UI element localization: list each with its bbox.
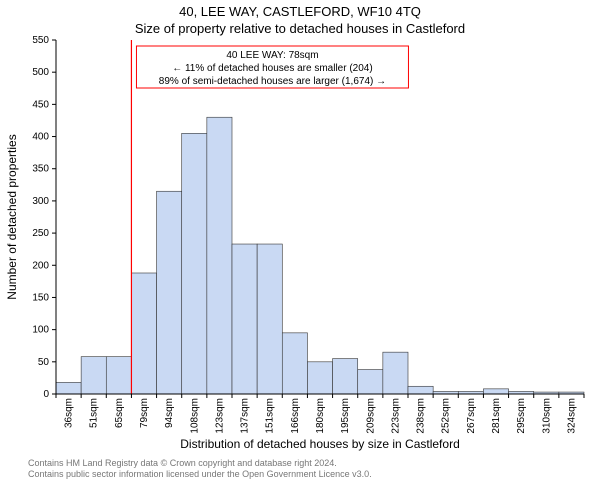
svg-text:200: 200 <box>32 260 49 271</box>
footnote-line-2: Contains public sector information licen… <box>28 469 590 480</box>
svg-text:310sqm: 310sqm <box>541 398 552 434</box>
svg-text:166sqm: 166sqm <box>290 398 301 434</box>
svg-text:123sqm: 123sqm <box>214 398 225 434</box>
svg-text:0: 0 <box>43 389 49 400</box>
svg-text:281sqm: 281sqm <box>491 398 502 434</box>
svg-text:36sqm: 36sqm <box>64 398 75 428</box>
svg-text:238sqm: 238sqm <box>416 398 427 434</box>
svg-text:151sqm: 151sqm <box>265 398 276 434</box>
svg-text:267sqm: 267sqm <box>466 398 477 434</box>
svg-text:40 LEE WAY: 78sqm: 40 LEE WAY: 78sqm <box>226 50 318 61</box>
svg-text:100: 100 <box>32 325 49 336</box>
svg-text:108sqm: 108sqm <box>189 398 200 434</box>
svg-text:450: 450 <box>32 99 49 110</box>
svg-text:500: 500 <box>32 67 49 78</box>
svg-text:350: 350 <box>32 164 49 175</box>
svg-text:180sqm: 180sqm <box>315 398 326 434</box>
svg-text:150: 150 <box>32 292 49 303</box>
page-subtitle: Size of property relative to detached ho… <box>0 21 600 36</box>
svg-text:89% of semi-detached houses ar: 89% of semi-detached houses are larger (… <box>159 76 386 87</box>
footnote-line-1: Contains HM Land Registry data © Crown c… <box>28 458 590 469</box>
svg-text:195sqm: 195sqm <box>340 398 351 434</box>
svg-text:Distribution of detached house: Distribution of detached houses by size … <box>180 437 460 451</box>
svg-text:295sqm: 295sqm <box>516 398 527 434</box>
svg-text:79sqm: 79sqm <box>139 398 150 428</box>
svg-text:300: 300 <box>32 196 49 207</box>
histogram-chart: 0 50 100 150 200 250 300 350 400 450 500 550 36sqm 51… <box>0 36 600 456</box>
svg-text:252sqm: 252sqm <box>441 398 452 434</box>
footnote: Contains HM Land Registry data © Crown c… <box>0 456 600 481</box>
svg-text:← 11% of detached houses are s: ← 11% of detached houses are smaller (20… <box>172 63 372 74</box>
svg-text:50: 50 <box>38 357 50 368</box>
svg-text:94sqm: 94sqm <box>164 398 175 428</box>
page-title: 40, LEE WAY, CASTLEFORD, WF10 4TQ <box>0 4 600 19</box>
svg-text:400: 400 <box>32 132 49 143</box>
svg-text:51sqm: 51sqm <box>89 398 100 428</box>
svg-text:209sqm: 209sqm <box>365 398 376 434</box>
chart-svg: 0 50 100 150 200 250 300 350 400 450 500 550 36sqm 51… <box>0 36 600 456</box>
svg-text:Number of detached properties: Number of detached properties <box>5 134 19 299</box>
svg-text:324sqm: 324sqm <box>566 398 577 434</box>
svg-text:223sqm: 223sqm <box>390 398 401 434</box>
svg-text:137sqm: 137sqm <box>240 398 251 434</box>
svg-text:250: 250 <box>32 228 49 239</box>
svg-text:550: 550 <box>32 36 49 46</box>
svg-text:65sqm: 65sqm <box>114 398 125 428</box>
